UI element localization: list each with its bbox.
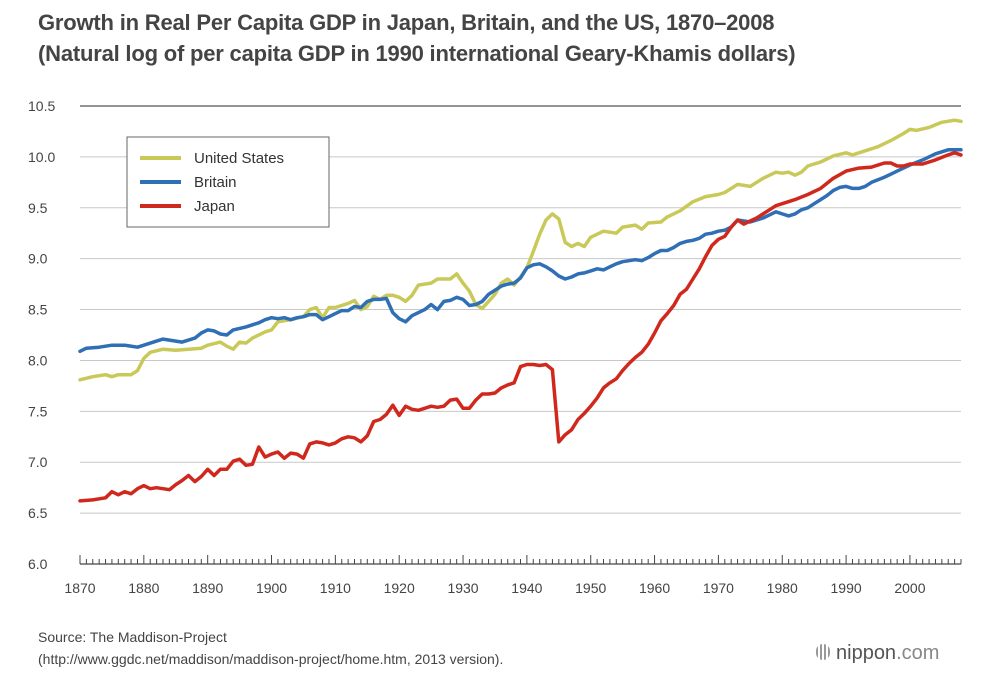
chart-subtitle: (Natural log of per capita GDP in 1990 i… bbox=[38, 41, 796, 66]
x-tick-label: 1960 bbox=[639, 580, 670, 596]
nippon-logo: nippon.com bbox=[816, 642, 939, 665]
series-line-britain bbox=[78, 148, 963, 354]
x-tick-label: 1950 bbox=[575, 580, 606, 596]
x-tick-label: 1970 bbox=[703, 580, 734, 596]
x-tick-label: 1880 bbox=[128, 580, 159, 596]
y-tick-label: 8.5 bbox=[28, 302, 48, 318]
x-tick-label: 2000 bbox=[894, 580, 925, 596]
x-tick-label: 1910 bbox=[320, 580, 351, 596]
y-tick-label: 8.0 bbox=[28, 352, 48, 368]
x-tick-label: 1870 bbox=[64, 580, 95, 596]
y-tick-label: 6.0 bbox=[28, 556, 48, 572]
x-tick-label: 1930 bbox=[447, 580, 478, 596]
y-tick-label: 10.0 bbox=[28, 149, 55, 165]
chart-title: Growth in Real Per Capita GDP in Japan, … bbox=[38, 10, 775, 35]
x-tick-label: 1900 bbox=[256, 580, 287, 596]
legend: United States Britain Japan bbox=[126, 136, 330, 228]
x-tick-label: 1940 bbox=[511, 580, 542, 596]
series-lines bbox=[78, 118, 963, 503]
x-tick-label: 1980 bbox=[767, 580, 798, 596]
y-tick-label: 10.5 bbox=[28, 98, 55, 114]
x-axis: 1870 1880 1890 1900 1910 1920 1930 1940 1950 1960… bbox=[64, 555, 962, 596]
y-tick-label: 7.5 bbox=[28, 403, 48, 419]
y-tick-label: 9.5 bbox=[28, 200, 48, 216]
y-tick-label: 9.0 bbox=[28, 251, 48, 267]
legend-label-united-states: United States bbox=[194, 150, 284, 167]
y-axis-labels: 6.0 6.5 7.0 7.5 8.0 8.5 9.0 9.5 10.0 10.5 bbox=[28, 98, 55, 572]
source-url: (http://www.ggdc.net/maddison/maddison-p… bbox=[38, 651, 504, 667]
x-tick-label: 1920 bbox=[384, 580, 415, 596]
source-note: Source: The Maddison-Project bbox=[38, 629, 227, 645]
brand-name: nippon bbox=[836, 642, 897, 664]
legend-label-britain: Britain bbox=[194, 174, 237, 191]
y-tick-label: 7.0 bbox=[28, 454, 48, 470]
legend-label-japan: Japan bbox=[194, 198, 235, 215]
brand-suffix: .com bbox=[896, 642, 940, 664]
y-tick-label: 6.5 bbox=[28, 505, 48, 521]
x-tick-label: 1890 bbox=[192, 580, 223, 596]
series-line-united-states bbox=[78, 118, 963, 382]
series-line-japan bbox=[78, 151, 963, 503]
x-tick-label: 1990 bbox=[831, 580, 862, 596]
nippon-mark-icon bbox=[816, 644, 830, 660]
